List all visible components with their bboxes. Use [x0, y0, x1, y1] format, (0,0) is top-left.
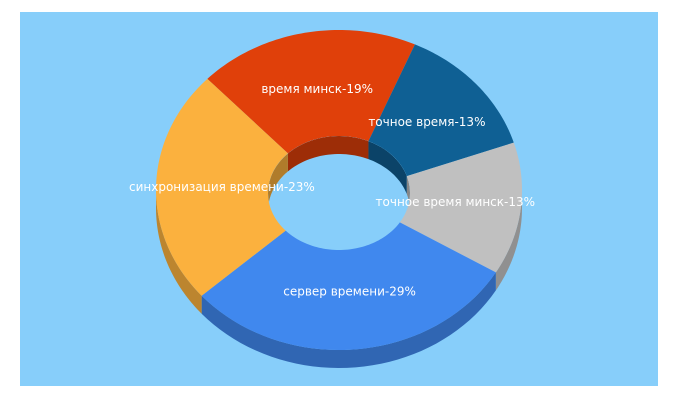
data-label: синхронизация времени-23% — [129, 180, 315, 194]
slice — [201, 222, 496, 350]
hole-wall — [368, 141, 407, 195]
slice-side — [201, 272, 496, 368]
data-label: сервер времени-29% — [283, 284, 416, 298]
slice-side — [156, 190, 202, 314]
slice — [399, 142, 522, 273]
hole-walls — [268, 136, 410, 211]
slice — [368, 44, 514, 177]
data-label: время минск-19% — [261, 82, 373, 96]
hole-wall — [268, 153, 288, 211]
data-label: точное время-13% — [368, 115, 485, 129]
slice — [207, 30, 415, 154]
slice-side — [495, 190, 522, 291]
hole-wall — [287, 136, 369, 172]
data-label: точное время минск-13% — [376, 195, 536, 209]
slice — [156, 78, 288, 296]
